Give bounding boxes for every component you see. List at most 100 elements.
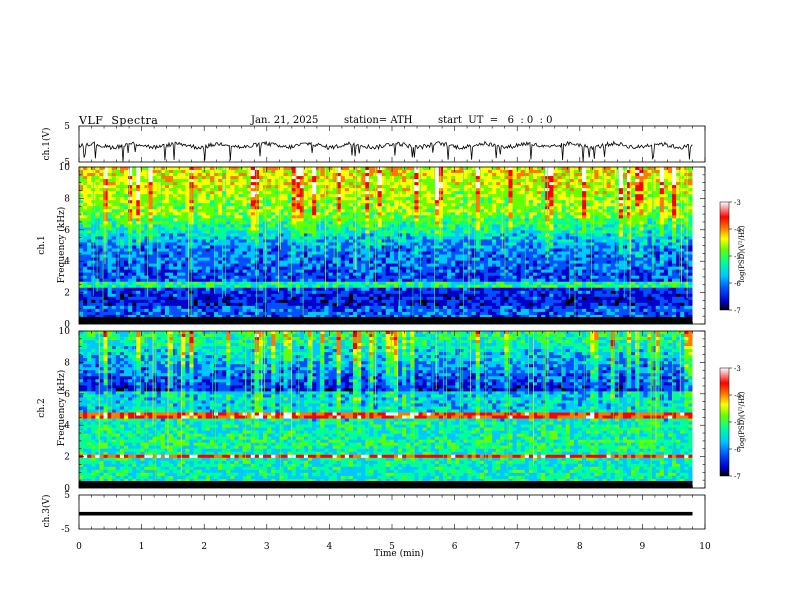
spectrogram-cell	[291, 242, 297, 246]
spectrogram-cell	[177, 170, 182, 174]
spectrogram-cell	[549, 242, 554, 246]
spectrogram-cell	[246, 254, 252, 258]
spectrogram-cell	[447, 206, 452, 210]
spectrogram-cell	[136, 209, 141, 213]
spectrogram-cell	[312, 257, 317, 261]
spectrogram-cell	[107, 173, 113, 177]
spectrogram-cell	[582, 179, 587, 183]
spectrogram-cell	[164, 179, 170, 183]
spectrogram-cell	[320, 212, 325, 216]
spectrogram-cell	[348, 218, 354, 222]
spectrogram-cell	[328, 206, 333, 210]
spectrogram-cell	[222, 200, 227, 204]
spectrogram-cell	[471, 245, 477, 249]
spectrogram-cell	[549, 260, 554, 265]
spectrogram-cell	[193, 248, 199, 252]
spectrogram-cell	[557, 248, 562, 252]
spectrogram-cell	[258, 239, 264, 243]
spectrogram-cell	[631, 254, 636, 258]
spectrogram-cell	[406, 203, 411, 207]
spectrogram-cell	[455, 245, 460, 249]
spectrogram-cell	[479, 182, 485, 186]
spectrogram-cell	[205, 257, 211, 261]
spectrogram-cell	[565, 191, 571, 195]
spectrogram-cell	[577, 215, 583, 219]
spectrogram-cell	[119, 209, 125, 213]
spectrogram-cell	[348, 215, 354, 219]
spectrogram-cell	[234, 257, 239, 261]
spectrogram-cell	[496, 191, 501, 195]
spectrogram-cell	[291, 221, 297, 225]
spectrogram-cell	[659, 209, 665, 213]
spectrogram-cell	[87, 263, 92, 268]
spectrogram-cell	[537, 257, 542, 261]
spectrogram-cell	[361, 188, 366, 192]
spectrogram-cell	[336, 212, 342, 216]
spectrogram-cell	[398, 179, 403, 183]
spectrogram-cell	[627, 185, 632, 189]
spectrogram-cell	[291, 230, 297, 234]
spectrogram-cell	[381, 197, 387, 201]
spectrogram-cell	[320, 167, 325, 171]
spectrogram-cell	[189, 200, 194, 204]
spectrogram-cell	[287, 254, 293, 258]
spectrogram-cell	[213, 218, 219, 222]
spectrogram-cell	[123, 251, 129, 255]
spectrogram-cell	[594, 227, 599, 231]
spectrogram-cell	[99, 254, 104, 258]
spectrogram-cell	[218, 257, 223, 261]
spectrogram-cell	[185, 233, 190, 237]
spectrogram-cell	[312, 239, 317, 243]
spectrogram-cell	[103, 242, 109, 246]
spectrogram-cell	[557, 197, 562, 201]
spectrogram-cell	[438, 173, 444, 177]
spectrogram-cell	[475, 242, 481, 246]
spectrogram-cell	[79, 167, 84, 171]
spectrogram-cell	[586, 179, 591, 183]
spectrogram-cell	[99, 173, 104, 177]
spectrogram-cell	[328, 236, 333, 240]
spectrogram-cell	[328, 188, 333, 192]
spectrogram-cell	[173, 203, 178, 207]
spectrogram-cell	[242, 239, 248, 243]
spectrogram-cell	[95, 200, 100, 204]
spectrogram-cell	[173, 224, 178, 228]
spectrogram-cell	[680, 197, 685, 201]
spectrogram-cell	[602, 170, 607, 174]
spectrogram-cell	[647, 197, 652, 201]
spectrogram-cell	[381, 194, 387, 198]
spectrogram-cell	[557, 167, 562, 171]
spectrogram-cell	[627, 188, 632, 192]
spectrogram-cell	[422, 182, 428, 186]
spectrogram-cell	[123, 248, 129, 252]
spectrogram-cell	[508, 200, 513, 204]
spectrogram-cell	[299, 260, 305, 265]
spectrogram-cell	[639, 188, 644, 192]
spectrogram-cell	[365, 245, 370, 249]
spectrogram-cell	[361, 200, 366, 204]
spectrogram-cell	[467, 191, 473, 195]
spectrogram-cell	[218, 182, 223, 186]
spectrogram-cell	[348, 182, 354, 186]
spectrogram-cell	[95, 218, 100, 222]
spectrogram-cell	[267, 257, 272, 261]
spectrogram-cell	[242, 245, 248, 249]
spectrogram-cell	[451, 209, 456, 213]
spectrogram-cell	[140, 206, 145, 210]
spectrogram-cell	[455, 176, 460, 180]
spectrogram-cell	[320, 227, 325, 231]
spectrogram-cell	[185, 251, 190, 255]
spectrogram-cell	[680, 248, 685, 252]
spectrogram-cell	[520, 230, 526, 234]
spectrogram-cell	[508, 221, 513, 225]
spectrogram-cell	[663, 203, 669, 207]
spectrogram-cell	[434, 260, 440, 265]
spectrogram-cell	[320, 224, 325, 228]
spectrogram-cell	[287, 206, 293, 210]
spectrogram-cell	[688, 179, 693, 183]
spectrogram-cell	[508, 254, 513, 258]
spectrogram-cell	[181, 236, 186, 240]
spectrogram-cell	[279, 212, 284, 216]
spectrogram-cell	[164, 185, 170, 189]
spectrogram-cell	[357, 215, 362, 219]
